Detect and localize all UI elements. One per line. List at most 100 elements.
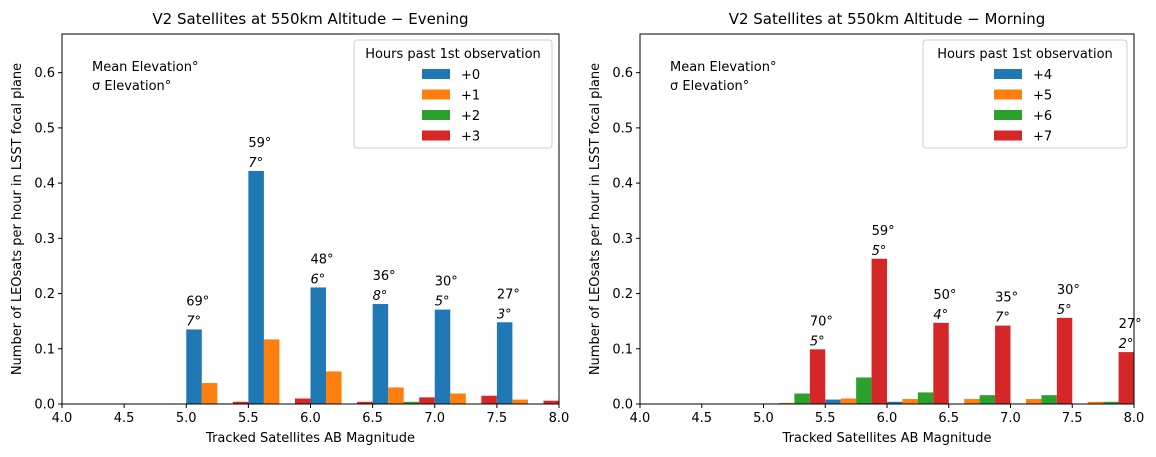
y-tick-label: 0.5 <box>34 121 55 136</box>
y-axis: 0.0 0.1 0.2 0.3 0.4 0.5 0.6 <box>34 66 62 413</box>
bar-plus0-6.5 <box>372 304 389 404</box>
bar-plus6-7 <box>1041 395 1057 404</box>
bar-plus1-5.5 <box>263 339 280 404</box>
bar-plus5-5 <box>778 402 795 404</box>
y-tick-label: 0.6 <box>34 66 55 81</box>
x-tick-label: 7.0 <box>1000 411 1021 426</box>
sigma-elevation-label: 5° <box>1057 303 1072 318</box>
mean-elevation-label: 27° <box>1119 317 1142 332</box>
legend-title: Hours past 1st observation <box>365 47 541 62</box>
sigma-elevation-label: 2° <box>1119 337 1134 352</box>
bar-plus7-5 <box>809 349 826 404</box>
mean-elevation-header: Mean Elevation° <box>670 60 776 75</box>
bar-plus1-6.5 <box>388 387 404 404</box>
legend-swatch <box>422 130 450 141</box>
x-tick-label: 4.5 <box>114 411 135 426</box>
sigma-elevation-label: 3° <box>497 307 512 322</box>
bar-plus5-6 <box>902 399 918 404</box>
legend-label: +4 <box>1033 68 1052 83</box>
x-tick-label: 4.0 <box>630 411 651 426</box>
y-axis-label: Number of LEOsats per hour in LSST focal… <box>10 63 25 375</box>
mean-elevation-label: 27° <box>497 287 520 302</box>
bar-plus3-6 <box>357 401 373 404</box>
sigma-elevation-header: σ Elevation° <box>92 79 171 94</box>
y-tick-label: 0.0 <box>34 398 55 413</box>
mean-elevation-label: 70° <box>810 314 833 329</box>
x-axis: 4.0 4.5 5.0 5.5 6.0 6.5 7.0 7.5 8.0 <box>630 404 1144 426</box>
mean-elevation-label: 50° <box>933 288 956 303</box>
bar-plus3-5.5 <box>294 398 311 404</box>
x-tick-label: 5.0 <box>753 411 774 426</box>
sigma-elevation-label: 5° <box>435 295 450 310</box>
legend-swatch <box>422 69 450 79</box>
x-tick-label: 8.0 <box>549 411 570 426</box>
bar-plus6-6.5 <box>979 395 996 404</box>
sigma-elevation-label: 7° <box>248 156 263 171</box>
mean-elevation-header: Mean Elevation° <box>92 60 198 75</box>
mean-elevation-label: 48° <box>311 252 334 267</box>
bar-plus6-6 <box>917 392 934 404</box>
bar-plus1-7.5 <box>512 399 528 404</box>
bar-plus1-5 <box>201 383 218 404</box>
x-tick-label: 7.0 <box>424 411 445 426</box>
legend-box <box>353 39 553 149</box>
x-axis: 4.0 4.5 5.0 5.5 6.0 6.5 7.0 7.5 8.0 <box>52 404 570 426</box>
sigma-elevation-header: σ Elevation° <box>670 79 749 94</box>
bar-plus6-7.5 <box>1103 401 1119 404</box>
legend-swatch <box>422 89 450 100</box>
y-tick-label: 0.5 <box>612 121 633 136</box>
bar-plus5-7.5 <box>1087 401 1104 404</box>
bar-plus4-5.5 <box>825 399 841 404</box>
bar-plus0-6 <box>310 287 327 404</box>
sigma-elevation-label: 8° <box>373 289 388 304</box>
legend-label: +5 <box>1033 89 1052 104</box>
sigma-elevation-label: 7° <box>995 311 1010 326</box>
chart-title: V2 Satellites at 550km Altitude − Mornin… <box>729 10 1046 28</box>
x-tick-label: 7.5 <box>487 411 508 426</box>
legend-swatch <box>994 130 1022 141</box>
bar-plus0-7 <box>434 309 451 404</box>
legend-box <box>922 39 1128 149</box>
chart-title: V2 Satellites at 550km Altitude − Evenin… <box>152 10 468 28</box>
sigma-elevation-label: 5° <box>810 334 825 349</box>
y-tick-label: 0.2 <box>34 287 55 302</box>
x-tick-label: 7.5 <box>1062 411 1083 426</box>
bar-plus1-6 <box>326 371 342 404</box>
sigma-elevation-label: 7° <box>186 314 201 329</box>
bar-plus7-5.5 <box>871 258 887 404</box>
bar-plus7-6 <box>933 322 949 404</box>
bars <box>763 258 1134 404</box>
legend-label: +1 <box>461 89 480 104</box>
chart-panel-2: 4.0 4.5 5.0 5.5 6.0 6.5 7.0 7.5 8.00.00.10.20.30… <box>588 10 1144 446</box>
y-tick-label: 0.6 <box>612 66 633 81</box>
legend: Hours past 1st observation +4 +5 +6 +7 <box>922 39 1128 149</box>
mean-elevation-label: 69° <box>186 294 209 309</box>
y-tick-label: 0.0 <box>612 398 633 413</box>
y-axis: 0.0 0.1 0.2 0.3 0.4 0.5 0.6 <box>612 66 640 413</box>
bar-plus5-5.5 <box>840 398 857 404</box>
x-tick-label: 6.5 <box>362 411 383 426</box>
bar-plus7-7 <box>1056 317 1073 404</box>
y-tick-label: 0.1 <box>34 342 55 357</box>
y-tick-label: 0.4 <box>612 177 633 192</box>
x-tick-label: 6.0 <box>877 411 898 426</box>
x-tick-label: 6.0 <box>300 411 321 426</box>
legend-title: Hours past 1st observation <box>937 47 1113 62</box>
bar-plus3-7.5 <box>543 400 559 404</box>
sigma-elevation-label: 4° <box>933 308 948 323</box>
bar-plus0-5.5 <box>248 170 264 404</box>
legend-label: +6 <box>1033 109 1052 124</box>
mean-elevation-label: 35° <box>995 291 1018 306</box>
y-tick-label: 0.1 <box>612 342 633 357</box>
bar-plus4-6 <box>887 401 903 404</box>
bar-plus7-7.5 <box>1118 352 1134 404</box>
bar-plus0-5 <box>186 329 202 404</box>
legend-label: +2 <box>461 109 480 124</box>
legend: Hours past 1st observation +0 +1 +2 +3 <box>353 39 553 149</box>
legend-swatch <box>994 69 1022 79</box>
bar-plus6-5 <box>794 393 810 404</box>
x-tick-label: 4.5 <box>691 411 712 426</box>
bar-annotations: 7° 69° 7° 59° 6° 48° 8° 36° 5° 30° 3° 27° <box>186 136 520 329</box>
bar-plus6-5.5 <box>856 377 872 404</box>
